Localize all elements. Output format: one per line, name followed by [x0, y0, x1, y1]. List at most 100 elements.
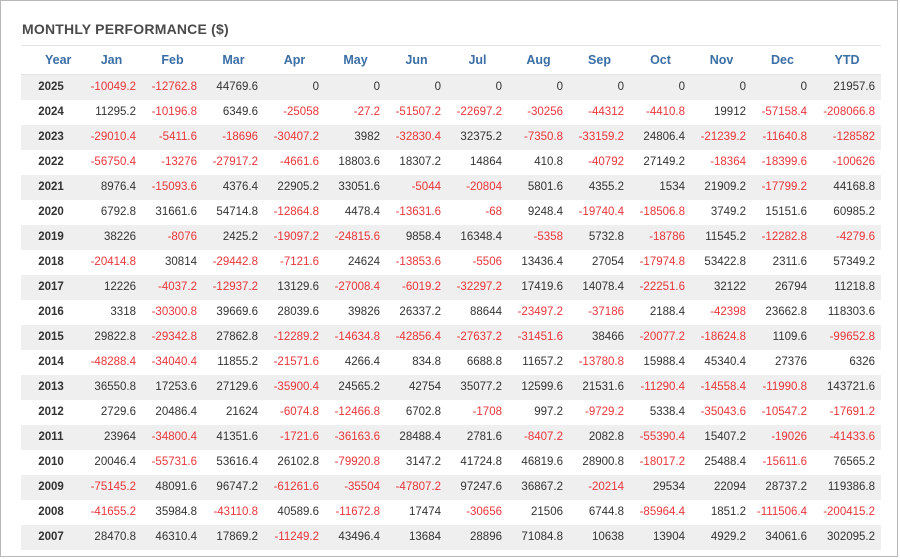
table-row: 2009 -75145.2 48091.6 96747.2 -61261.6 -35504… — [21, 474, 881, 500]
value-cell: -61261.6 — [273, 481, 319, 493]
value-cell: -12282.8 — [761, 231, 807, 243]
value-cell: 21957.6 — [833, 81, 875, 94]
table-row: 2012 2729.6 20486.4 21624 -6074.8 -12466.8 670… — [21, 399, 881, 425]
value-cell: -8407.2 — [523, 431, 563, 443]
value-cell: -14634.8 — [334, 331, 380, 343]
table-header-row: Year Jan Feb Mar Apr May Jun Jul Aug Sep Oct Nov Dec… — [21, 45, 881, 75]
value-cell: 71084.8 — [521, 531, 563, 543]
value-cell: -4037.2 — [157, 281, 197, 293]
value-cell: 34061.6 — [765, 531, 807, 543]
value-cell: -42398 — [710, 306, 746, 318]
value-cell: -12864.8 — [273, 206, 319, 218]
value-cell: -20414.8 — [90, 256, 136, 268]
year-cell: 2015 — [38, 331, 64, 343]
value-cell: 6792.8 — [100, 206, 136, 218]
value-cell: 0 — [556, 81, 563, 94]
value-cell: -21571.6 — [273, 356, 319, 368]
value-cell: 28488.4 — [399, 431, 441, 443]
value-cell: 28900.8 — [582, 456, 624, 468]
value-cell: 17869.2 — [216, 531, 258, 543]
year-cell: 2018 — [38, 256, 64, 268]
value-cell: 26102.8 — [277, 456, 319, 468]
year-cell: 2020 — [38, 206, 64, 218]
year-cell: 2024 — [38, 106, 64, 118]
year-cell: 2021 — [38, 181, 64, 193]
value-cell: 4376.4 — [222, 181, 258, 193]
year-cell: 2025 — [38, 81, 64, 94]
column-header-ytd: YTD — [813, 45, 881, 75]
table-row: 2024 11295.2 -10196.8 6349.6 -25058 -27.2 -515… — [21, 99, 881, 125]
value-cell: -18506.8 — [639, 206, 685, 218]
value-cell: 88644 — [470, 306, 502, 318]
value-cell: 41724.8 — [460, 456, 502, 468]
column-header-jul: Jul — [447, 45, 508, 75]
value-cell: 22905.2 — [277, 181, 319, 193]
table-row: 2017 12226 -4037.2 -12937.2 13129.6 -27008.4 -… — [21, 274, 881, 300]
year-cell: 2014 — [38, 356, 64, 368]
column-header-mar: Mar — [203, 45, 264, 75]
table-row: 2020 6792.8 31661.6 54714.8 -12864.8 4478.4 -1… — [21, 199, 881, 225]
value-cell: 1109.6 — [772, 331, 807, 343]
value-cell: 5338.4 — [649, 406, 685, 418]
value-cell: 57349.2 — [833, 256, 875, 268]
value-cell: 6326 — [849, 356, 875, 368]
column-header-dec: Dec — [752, 45, 813, 75]
value-cell: 15988.4 — [643, 356, 685, 368]
value-cell: 2781.6 — [466, 431, 502, 443]
value-cell: -4279.6 — [835, 231, 875, 243]
value-cell: 24624 — [348, 256, 380, 268]
value-cell: 23964 — [104, 431, 136, 443]
value-cell: -9729.2 — [584, 406, 624, 418]
table-row: 2016 3318 -30300.8 39669.6 28039.6 39826 26337… — [21, 299, 881, 325]
value-cell: 24806.4 — [643, 131, 685, 143]
value-cell: 53422.8 — [704, 256, 746, 268]
value-cell: 46819.6 — [521, 456, 563, 468]
year-cell: 2013 — [38, 381, 64, 393]
value-cell: -18364 — [710, 156, 746, 168]
table-row: 2013 36550.8 17253.6 27129.6 -35900.4 24565.2… — [21, 374, 881, 400]
value-cell: 18803.6 — [338, 156, 380, 168]
value-cell: -41655.2 — [90, 506, 136, 518]
value-cell: -6019.2 — [401, 281, 441, 293]
value-cell: 6702.8 — [405, 406, 441, 418]
value-cell: -44312 — [588, 106, 624, 118]
column-header-nov: Nov — [691, 45, 752, 75]
value-cell: 5801.6 — [527, 181, 563, 193]
year-cell: 2022 — [38, 156, 64, 168]
value-cell: 1851.2 — [710, 506, 746, 518]
value-cell: 36867.2 — [521, 481, 563, 493]
value-cell: -29442.8 — [212, 256, 258, 268]
value-cell: -13631.6 — [395, 206, 441, 218]
value-cell: -29010.4 — [90, 131, 136, 143]
value-cell: -11990.8 — [762, 381, 807, 393]
value-cell: 40589.6 — [277, 506, 319, 518]
year-cell: 2019 — [38, 231, 64, 243]
value-cell: 143721.6 — [827, 381, 875, 393]
value-cell: -5506 — [472, 256, 502, 268]
value-cell: 54714.8 — [216, 206, 258, 218]
value-cell: 38226 — [104, 231, 136, 243]
value-cell: -27008.4 — [334, 281, 380, 293]
value-cell: -43110.8 — [213, 506, 258, 518]
value-cell: 35077.2 — [460, 381, 502, 393]
value-cell: -30407.2 — [273, 131, 319, 143]
value-cell: -22251.6 — [639, 281, 685, 293]
value-cell: 21506 — [531, 506, 563, 518]
value-cell: 28737.2 — [765, 481, 807, 493]
value-cell: 28470.8 — [94, 531, 136, 543]
value-cell: -10547.2 — [761, 406, 807, 418]
value-cell: 2311.6 — [772, 256, 807, 268]
value-cell: 2729.6 — [100, 406, 136, 418]
table-row: 2019 38226 -8076 2425.2 -19097.2 -24815.6 9858… — [21, 224, 881, 250]
value-cell: -21239.2 — [700, 131, 746, 143]
value-cell: -19097.2 — [273, 231, 319, 243]
value-cell: 60985.2 — [833, 206, 875, 218]
value-cell: -20214 — [588, 481, 624, 493]
table-row: 2015 29822.8 -29342.8 27862.8 -12289.2 -14634… — [21, 324, 881, 350]
value-cell: 9858.4 — [405, 231, 441, 243]
value-cell: 76565.2 — [833, 456, 875, 468]
value-cell: -11672.8 — [335, 506, 380, 518]
table-row: 2007 28470.8 46310.4 17869.2 -11249.2 43496.4… — [21, 524, 881, 550]
column-header-apr: Apr — [264, 45, 325, 75]
value-cell: -55731.6 — [151, 456, 197, 468]
